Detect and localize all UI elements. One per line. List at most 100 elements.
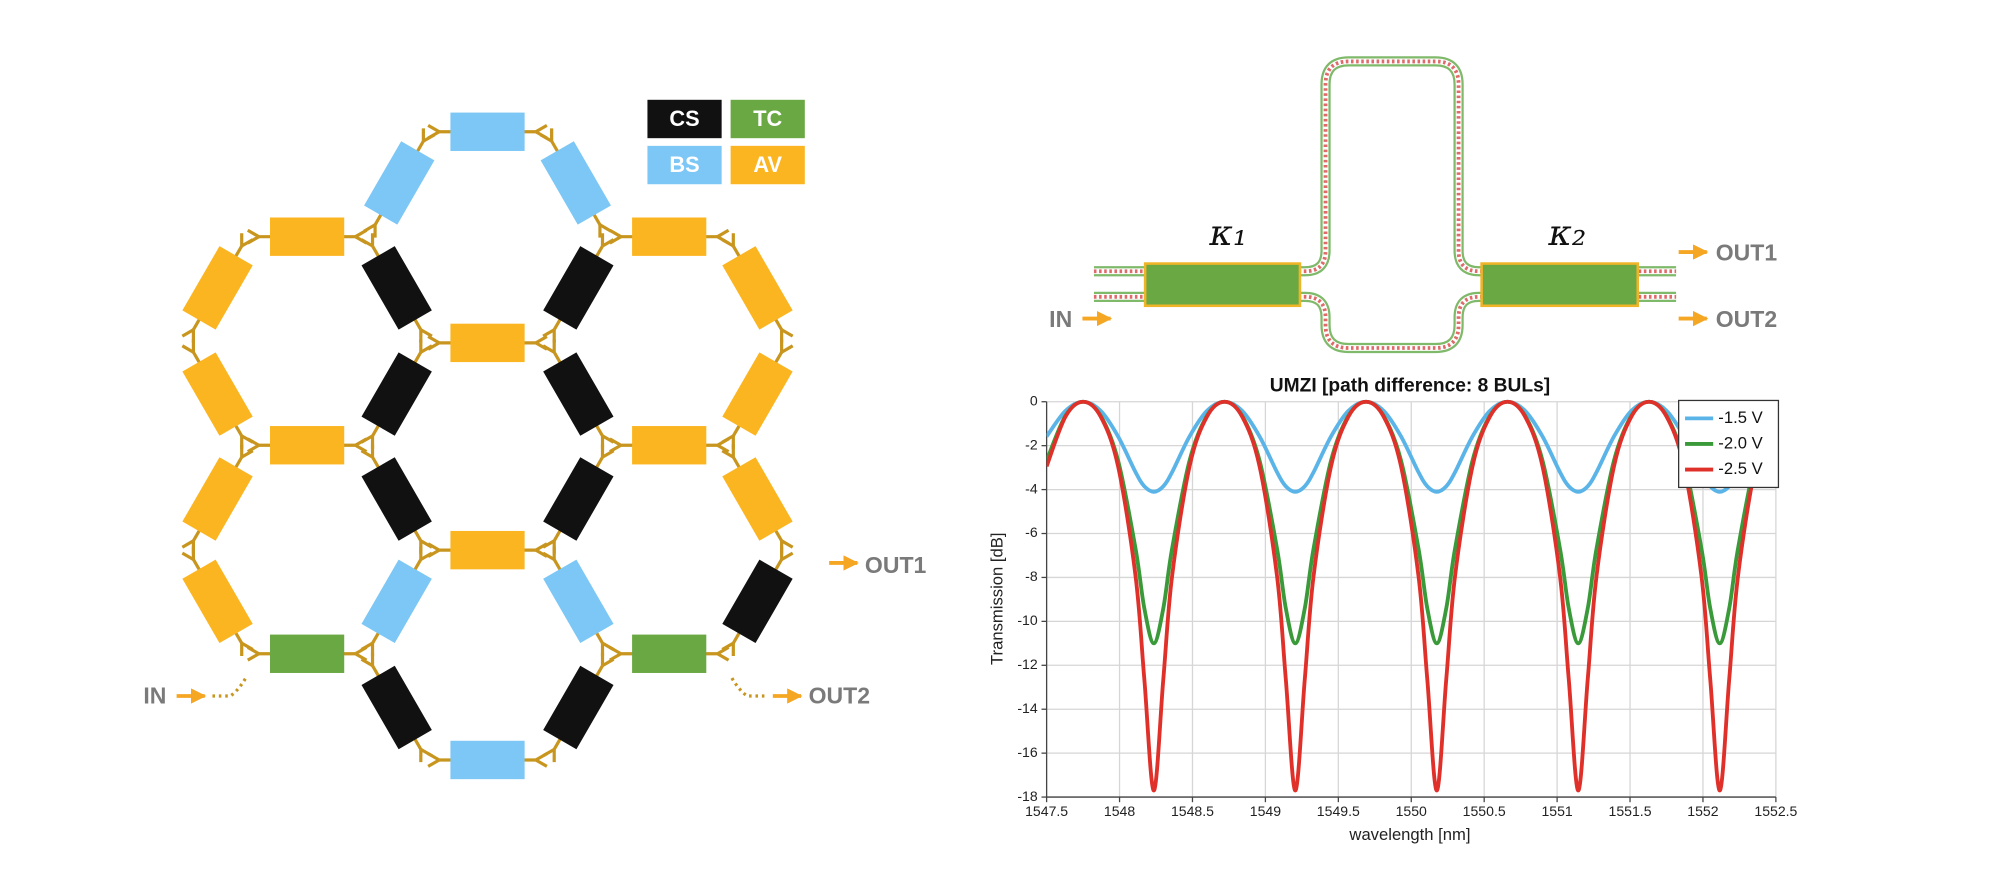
splitter: [420, 328, 433, 338]
coupler-label: κ₂: [1547, 213, 1586, 254]
splitter: [535, 335, 548, 345]
y-tick-label: -2: [1025, 436, 1038, 452]
splitter: [542, 551, 556, 561]
legend-swatch: [647, 99, 722, 139]
coupler: [1143, 262, 1302, 308]
splitter: [360, 641, 374, 651]
y-tick-label: -14: [1017, 700, 1038, 716]
splitter: [542, 539, 556, 549]
splitter: [721, 641, 735, 651]
splitter: [240, 641, 254, 651]
x-axis-label: wavelength [nm]: [1348, 825, 1470, 844]
legend-label: -2.5 V: [1718, 459, 1763, 478]
splitter: [601, 434, 615, 444]
series-line: [1046, 399, 1775, 793]
splitter: [609, 228, 622, 239]
splitter: [354, 652, 368, 662]
splitter: [240, 434, 254, 444]
legend-swatch: [730, 99, 805, 139]
splitter: [539, 133, 553, 143]
mesh-element: [722, 457, 793, 541]
x-tick-label: 1549: [1250, 803, 1281, 819]
mesh-output-label: OUT2: [809, 682, 870, 708]
mesh-element: [543, 457, 614, 541]
splitter: [780, 539, 794, 549]
mesh-element: [543, 559, 614, 644]
splitter: [601, 238, 615, 248]
y-tick-label: -12: [1017, 656, 1038, 672]
splitter: [427, 335, 441, 345]
x-tick-label: 1552.5: [1754, 803, 1797, 819]
mesh-element: [543, 246, 614, 330]
mesh-element: [270, 634, 345, 673]
mesh-element: [361, 559, 432, 644]
mesh-element: [543, 352, 614, 436]
legend-swatch: [730, 145, 805, 185]
splitter: [181, 539, 195, 549]
splitter: [780, 344, 794, 354]
splitter: [721, 449, 735, 459]
splitter: [420, 344, 433, 354]
x-tick-label: 1551.5: [1609, 803, 1652, 819]
splitter: [420, 747, 433, 758]
dotted-waveguide: [212, 677, 248, 698]
umzi-input-label: IN: [1049, 306, 1072, 332]
splitter: [240, 238, 254, 248]
legend-label: BS: [669, 152, 699, 177]
splitter: [246, 652, 260, 662]
splitter: [360, 238, 374, 248]
mesh-element: [632, 426, 707, 465]
splitter: [181, 551, 195, 561]
legend-swatch: [647, 145, 722, 185]
mesh-element: [182, 457, 253, 541]
mesh-element: [450, 740, 525, 780]
x-tick-label: 1547.5: [1025, 803, 1068, 819]
mesh-element: [722, 246, 793, 330]
x-tick-label: 1550.5: [1463, 803, 1506, 819]
y-tick-label: -16: [1017, 744, 1038, 760]
splitter: [780, 551, 794, 561]
y-tick-label: -18: [1017, 788, 1038, 804]
mesh-element: [632, 217, 707, 256]
splitter: [601, 641, 615, 651]
mesh-element: [543, 665, 614, 750]
splitter: [780, 328, 794, 338]
x-tick-label: 1551: [1541, 803, 1572, 819]
legend-label: -2.0 V: [1718, 433, 1763, 452]
x-tick-label: 1552: [1687, 803, 1718, 819]
coupler: [1480, 262, 1639, 308]
splitter: [716, 443, 730, 454]
chart-title: UMZI [path difference: 8 BULs]: [1270, 375, 1550, 396]
splitter: [599, 223, 612, 233]
splitter: [542, 747, 556, 758]
splitter: [427, 758, 441, 768]
splitter: [601, 657, 615, 668]
splitter: [601, 449, 615, 459]
splitter: [542, 328, 556, 338]
mesh-output-label: OUT1: [865, 552, 927, 578]
splitter: [240, 449, 254, 459]
splitter: [716, 228, 730, 239]
mesh-element: [722, 352, 793, 436]
legend-label: -1.5 V: [1718, 408, 1763, 427]
mesh-element: [182, 246, 253, 330]
splitter: [354, 443, 368, 454]
splitter: [420, 539, 433, 549]
splitter: [716, 652, 730, 662]
umzi-schematic: κ₁ κ₂ IN OUT1 OUT2: [1049, 56, 1777, 354]
waveguides: [1093, 56, 1677, 354]
mesh-elements: [182, 112, 793, 780]
umzi-output-label: OUT2: [1716, 306, 1777, 332]
mesh-element: [361, 457, 432, 541]
x-tick-label: 1549.5: [1317, 803, 1360, 819]
y-axis-label: Transmission [dB]: [987, 533, 1006, 665]
splitter: [721, 434, 735, 444]
coupler-label: κ₁: [1208, 213, 1247, 254]
mesh-input-label: IN: [143, 682, 166, 708]
legend-label: TC: [753, 106, 782, 131]
splitter: [422, 133, 436, 143]
y-tick-label: -10: [1017, 612, 1038, 628]
legend: -1.5 V -2.0 V -2.5 V: [1678, 399, 1780, 489]
